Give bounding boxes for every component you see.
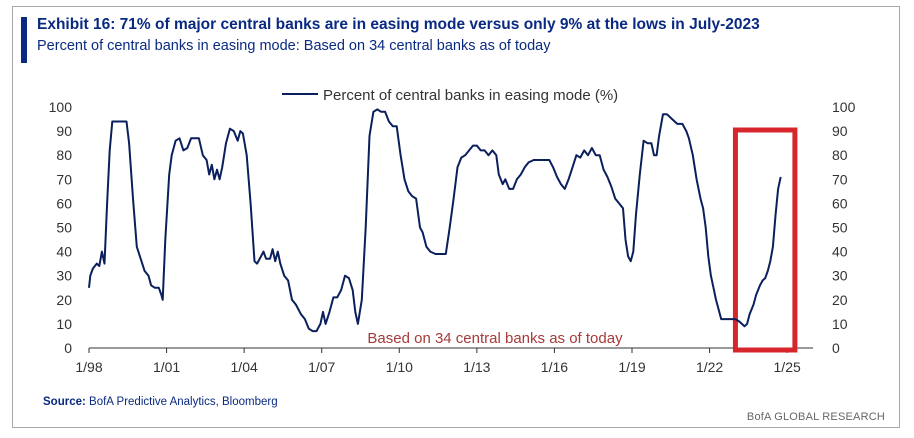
chart-title: Exhibit 16: 71% of major central banks a…	[37, 16, 760, 33]
series-line	[88, 108, 782, 333]
y-tick-label-left: 90	[56, 123, 72, 139]
brand-label: BofA GLOBAL RESEARCH	[746, 411, 885, 423]
highlight-box	[732, 127, 798, 353]
y-tick-label-right: 70	[832, 171, 848, 187]
y-tick-label-right: 30	[832, 268, 848, 284]
highlight-layer	[732, 127, 798, 353]
legend: Percent of central banks in easing mode …	[282, 87, 618, 104]
x-tick-label: 1/19	[618, 359, 645, 375]
chart-subtitle: Percent of central banks in easing mode:…	[37, 38, 551, 54]
y-tick-label-left: 60	[56, 195, 72, 211]
y-tick-label-left: 0	[64, 340, 72, 356]
y-tick-label-right: 40	[832, 244, 848, 260]
x-tick-label: 1/04	[231, 359, 258, 375]
y-tick-label-right: 80	[832, 147, 848, 163]
chart-annotation: Based on 34 central banks as of today	[367, 330, 623, 347]
y-tick-label-right: 90	[832, 123, 848, 139]
x-tick-label: 1/25	[774, 359, 801, 375]
x-tick-label: 1/01	[153, 359, 180, 375]
y-tick-label-right: 10	[832, 316, 848, 332]
title-accent-bar	[21, 17, 27, 63]
y-tick-label-right: 50	[832, 220, 848, 236]
x-tick-label: 1/13	[463, 359, 490, 375]
legend-label: Percent of central banks in easing mode …	[323, 87, 618, 104]
x-tick-label: 1/22	[696, 359, 723, 375]
y-tick-label-left: 20	[56, 292, 72, 308]
y-tick-label-left: 80	[56, 147, 72, 163]
series-layer	[88, 108, 782, 333]
x-tick-label: 1/98	[75, 359, 102, 375]
y-tick-label-left: 100	[49, 99, 73, 115]
x-tick-label: 1/07	[308, 359, 335, 375]
y-tick-label-left: 10	[56, 316, 72, 332]
y-tick-label-right: 20	[832, 292, 848, 308]
y-tick-label-left: 30	[56, 268, 72, 284]
y-tick-label-right: 0	[832, 340, 840, 356]
x-tick-label: 1/10	[386, 359, 413, 375]
exhibit-frame: Exhibit 16: 71% of major central banks a…	[12, 6, 900, 428]
source-note: Source: BofA Predictive Analytics, Bloom…	[43, 396, 278, 408]
source-label: Source:	[43, 396, 86, 408]
y-tick-label-right: 100	[832, 99, 856, 115]
y-tick-label-left: 50	[56, 220, 72, 236]
y-tick-label-left: 40	[56, 244, 72, 260]
x-tick-label: 1/16	[541, 359, 568, 375]
y-tick-label-left: 70	[56, 171, 72, 187]
axis-layer: 0 0 10 10 20 20 30 30 40 40 50 50 60 60 70 70 80 80 90 90 10…	[49, 99, 856, 375]
y-tick-label-right: 60	[832, 195, 848, 211]
source-text: BofA Predictive Analytics, Bloomberg	[89, 396, 278, 408]
